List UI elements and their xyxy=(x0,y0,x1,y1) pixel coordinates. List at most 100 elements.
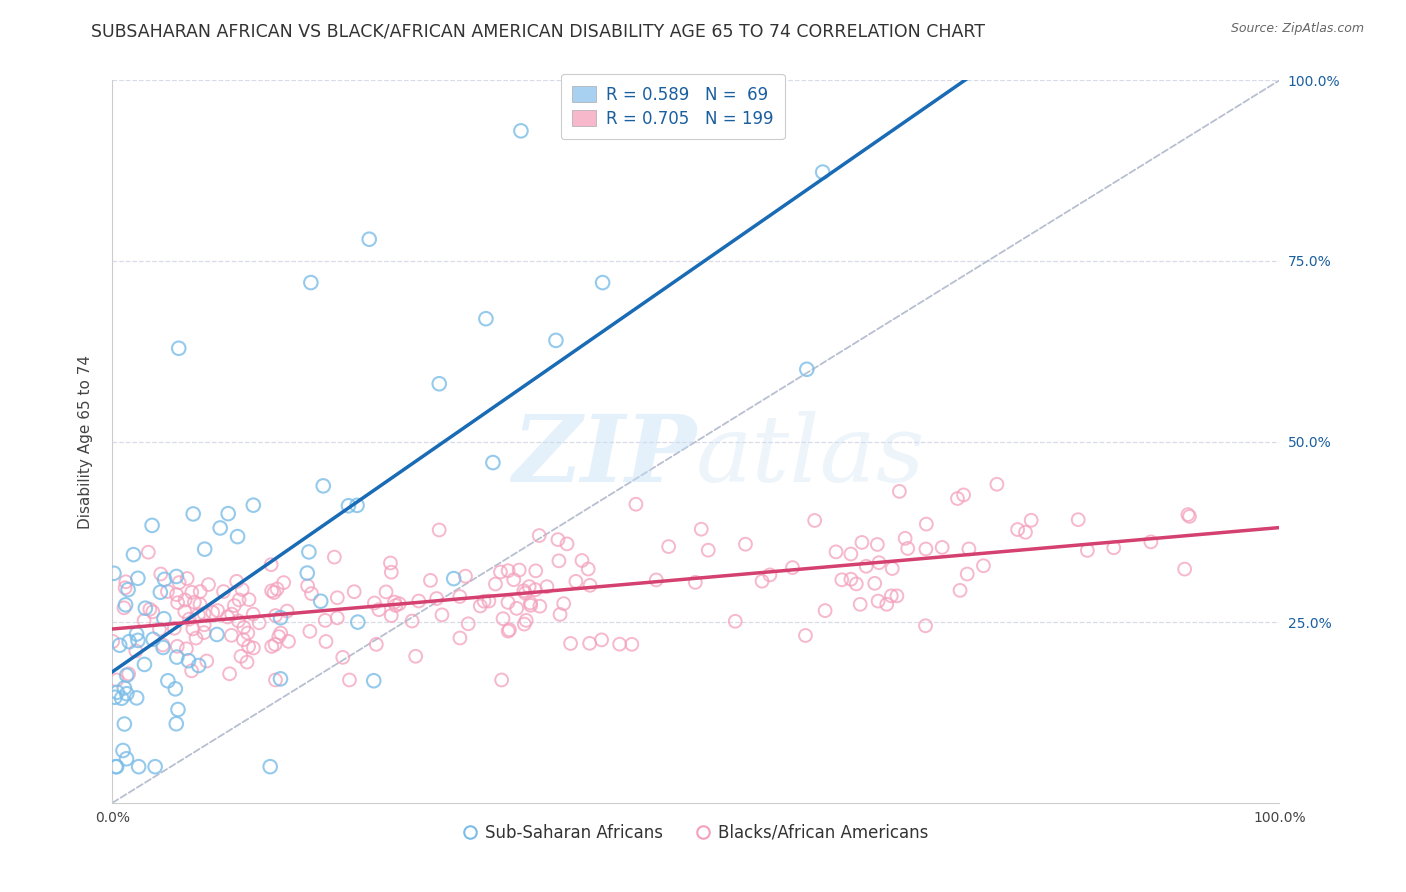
Point xyxy=(380,565,402,579)
Point xyxy=(509,124,531,138)
Point xyxy=(957,541,980,556)
Point xyxy=(579,578,602,592)
Point xyxy=(221,607,243,622)
Point xyxy=(309,594,332,608)
Point xyxy=(141,518,163,533)
Point xyxy=(408,594,430,608)
Point xyxy=(263,585,285,599)
Point xyxy=(193,607,215,621)
Point xyxy=(946,491,969,506)
Point xyxy=(931,541,953,555)
Point xyxy=(209,521,232,535)
Point xyxy=(177,654,200,668)
Point xyxy=(484,577,506,591)
Point xyxy=(114,598,136,612)
Point xyxy=(298,624,321,639)
Point xyxy=(620,637,643,651)
Point xyxy=(475,311,498,326)
Point xyxy=(697,543,720,558)
Point xyxy=(188,597,211,611)
Point xyxy=(1067,513,1090,527)
Point xyxy=(163,621,186,635)
Point xyxy=(454,569,477,583)
Point xyxy=(524,582,547,597)
Point xyxy=(125,627,148,641)
Point xyxy=(868,556,890,570)
Point xyxy=(1174,562,1197,576)
Point xyxy=(315,634,337,648)
Text: ZIP: ZIP xyxy=(512,411,696,501)
Point xyxy=(238,640,260,654)
Point xyxy=(104,760,127,774)
Point xyxy=(845,577,868,591)
Point xyxy=(103,566,125,581)
Point xyxy=(1178,509,1201,524)
Point xyxy=(110,691,132,706)
Point xyxy=(880,589,903,603)
Point xyxy=(226,530,249,544)
Point xyxy=(156,584,179,599)
Point xyxy=(229,649,252,664)
Point xyxy=(478,594,501,608)
Point xyxy=(270,611,292,625)
Point xyxy=(915,541,938,556)
Point xyxy=(367,602,389,616)
Point xyxy=(401,614,423,628)
Point xyxy=(886,589,908,603)
Point xyxy=(312,479,335,493)
Point xyxy=(332,650,354,665)
Point xyxy=(591,632,613,647)
Point xyxy=(427,376,450,391)
Point xyxy=(176,572,198,586)
Point xyxy=(363,673,385,688)
Point xyxy=(105,685,128,699)
Point xyxy=(224,599,246,613)
Point xyxy=(238,592,260,607)
Point xyxy=(232,632,254,647)
Point xyxy=(269,672,291,686)
Point xyxy=(273,575,295,590)
Point xyxy=(592,276,614,290)
Point xyxy=(187,658,209,673)
Legend: Sub-Saharan Africans, Blacks/African Americans: Sub-Saharan Africans, Blacks/African Ame… xyxy=(457,817,935,848)
Point xyxy=(876,597,898,611)
Point xyxy=(1102,541,1125,555)
Point xyxy=(221,628,243,642)
Point xyxy=(112,681,135,695)
Point xyxy=(894,531,917,545)
Point xyxy=(359,232,381,246)
Point xyxy=(225,574,247,589)
Point xyxy=(104,690,127,705)
Point xyxy=(831,573,853,587)
Point xyxy=(609,637,631,651)
Point xyxy=(212,584,235,599)
Point xyxy=(152,640,174,655)
Point xyxy=(264,673,287,687)
Point xyxy=(127,633,149,648)
Point xyxy=(231,582,253,597)
Point xyxy=(482,456,505,470)
Point xyxy=(108,638,131,652)
Point xyxy=(505,601,527,615)
Point xyxy=(138,545,160,559)
Point xyxy=(180,664,202,678)
Point xyxy=(228,593,250,607)
Point xyxy=(956,567,979,582)
Point xyxy=(112,600,135,615)
Point xyxy=(218,666,240,681)
Point xyxy=(380,556,402,570)
Point xyxy=(299,276,322,290)
Point xyxy=(297,566,319,580)
Point xyxy=(553,597,575,611)
Point xyxy=(470,599,492,613)
Point xyxy=(851,535,873,549)
Point xyxy=(326,591,349,605)
Point xyxy=(276,604,298,618)
Point xyxy=(260,640,283,654)
Point xyxy=(156,673,179,688)
Point xyxy=(986,477,1008,491)
Point xyxy=(143,760,166,774)
Point xyxy=(197,577,219,591)
Point xyxy=(972,558,994,573)
Point xyxy=(127,571,149,585)
